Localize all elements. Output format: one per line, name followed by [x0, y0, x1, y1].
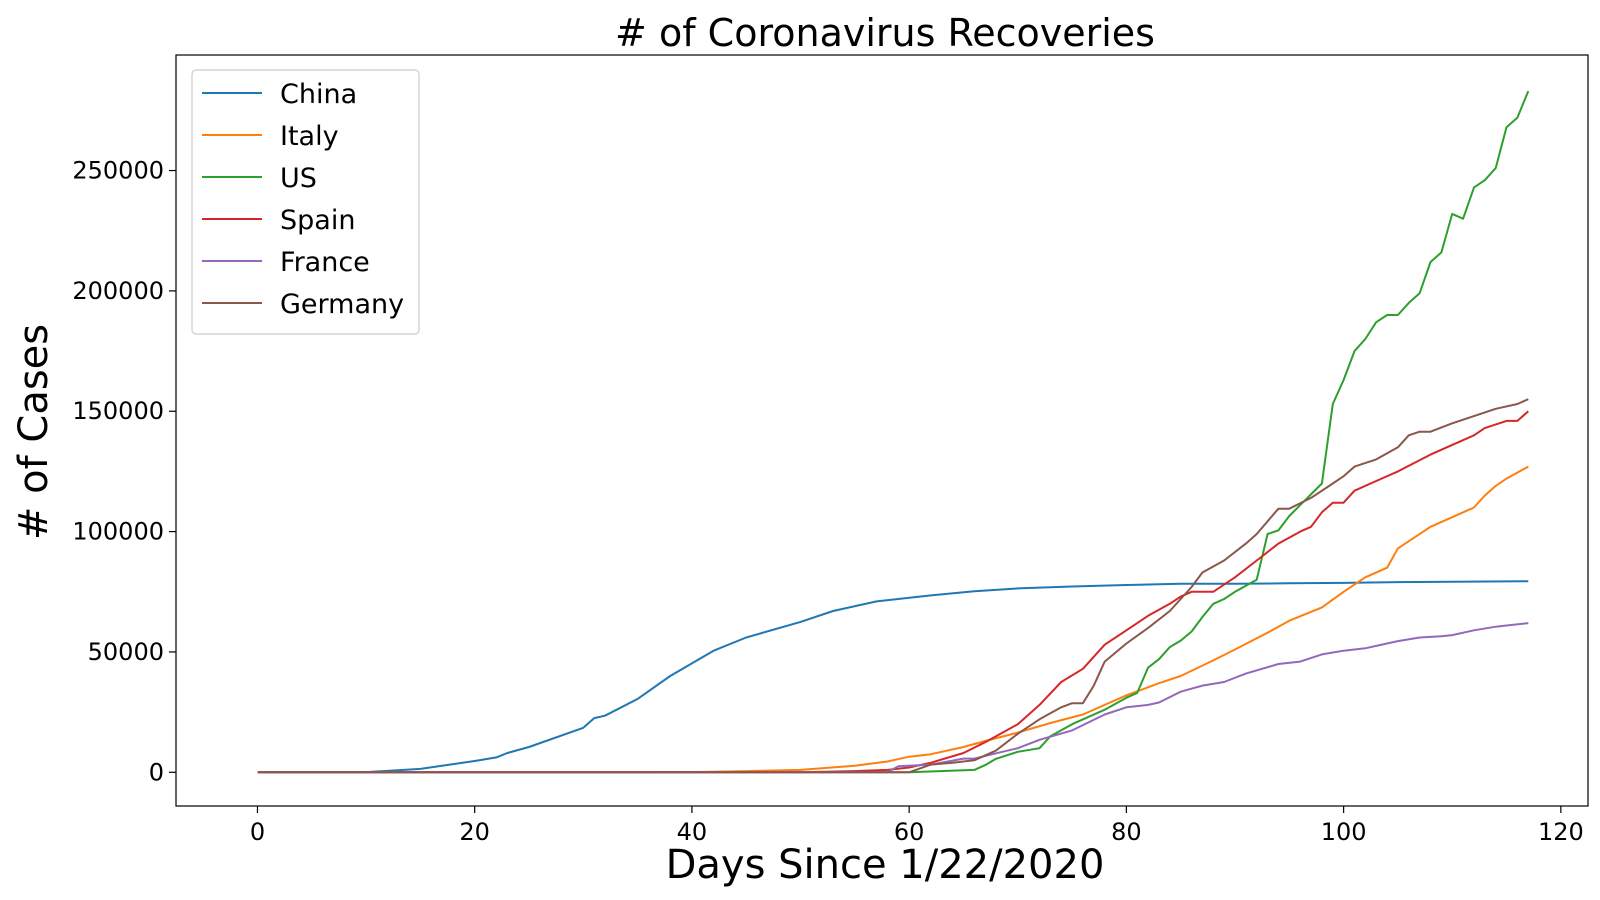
legend-label-italy: Italy: [280, 121, 339, 152]
series-line-germany: [257, 398, 1529, 774]
x-tick-label: 40: [677, 818, 708, 846]
x-tick-label: 20: [459, 818, 490, 846]
series-line-china: [257, 580, 1529, 774]
x-axis-ticks: 0 20 40 60 80 100 120: [250, 806, 1584, 846]
legend: China Italy US Spain France Germany: [191, 69, 420, 335]
x-axis-label: Days Since 1/22/2020: [666, 842, 1105, 888]
y-tick-label: 150000: [72, 397, 164, 425]
y-axis-label: # of Cases: [11, 324, 57, 540]
y-axis-ticks: 0 50000 100000 150000 200000 250000: [72, 157, 176, 786]
series-line-italy: [257, 465, 1529, 774]
y-tick-label: 50000: [88, 638, 164, 666]
y-tick-label: 0: [149, 758, 164, 786]
legend-label-germany: Germany: [280, 289, 404, 320]
plot-lines: [257, 90, 1530, 774]
legend-label-spain: Spain: [280, 205, 355, 236]
x-tick-label: 120: [1538, 818, 1584, 846]
series-line-us: [257, 90, 1530, 774]
x-tick-label: 80: [1111, 818, 1142, 846]
legend-label-china: China: [280, 79, 357, 110]
legend-label-france: France: [280, 247, 370, 278]
x-tick-label: 0: [250, 818, 265, 846]
x-tick-label: 60: [894, 818, 925, 846]
chart-title: # of Coronavirus Recoveries: [615, 11, 1155, 55]
plot-frame: [175, 54, 1589, 807]
y-tick-label: 100000: [72, 518, 164, 546]
legend-label-us: US: [280, 163, 317, 194]
y-tick-label: 250000: [72, 157, 164, 185]
series-line-spain: [257, 410, 1529, 774]
x-tick-label: 100: [1321, 818, 1367, 846]
y-tick-label: 200000: [72, 277, 164, 305]
